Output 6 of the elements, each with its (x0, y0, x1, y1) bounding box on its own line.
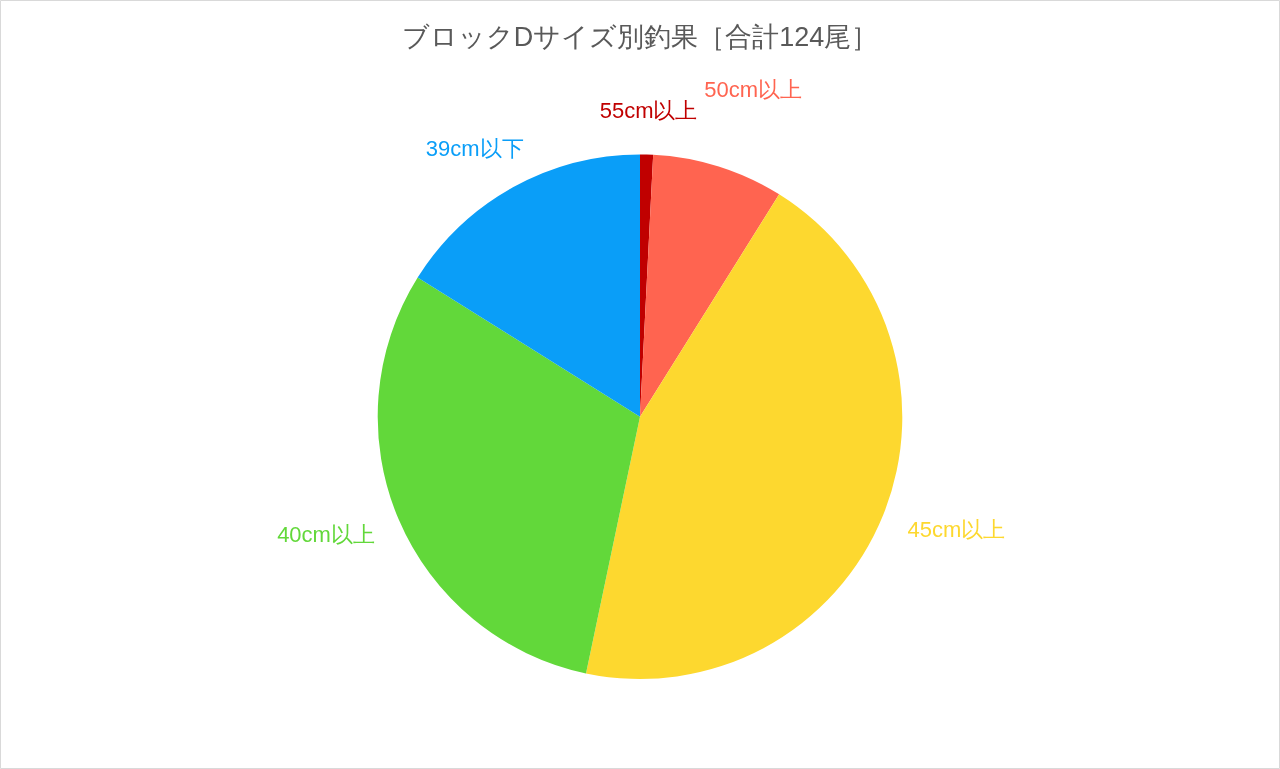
slice-label: 39cm以下 (425, 135, 524, 161)
chart-title: ブロックDサイズ別釣果［合計124尾］ (401, 21, 879, 52)
slice-label: 50cm以上 (704, 77, 803, 103)
slice-label: 45cm以上 (907, 516, 1006, 542)
slice-label: 55cm以上 (599, 97, 698, 123)
slice-label: 40cm以上 (277, 522, 375, 548)
